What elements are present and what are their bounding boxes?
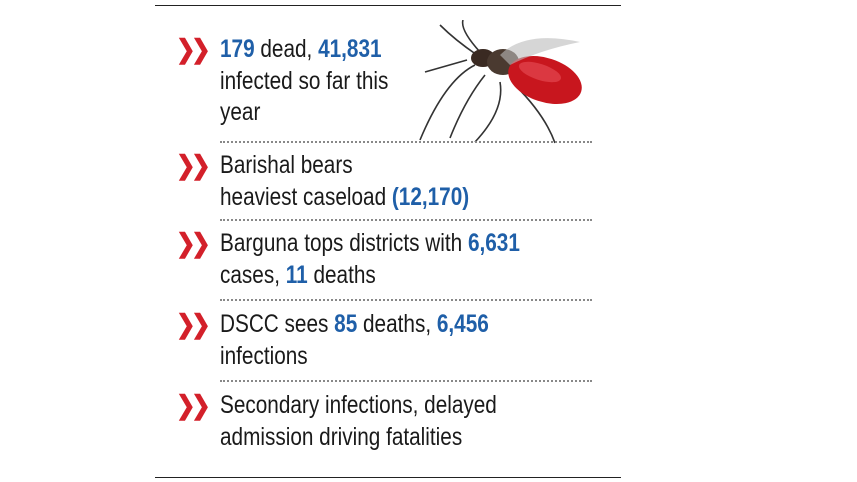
text-line: heaviest caseload (12,170): [220, 182, 469, 213]
text-line: admission driving fatalities: [220, 422, 462, 453]
text: DSCC sees: [220, 310, 335, 338]
highlight-figure: (12,170): [391, 182, 470, 211]
text-line: 179 dead, 41,831: [220, 34, 382, 65]
separator: [220, 219, 592, 221]
bullet-arrow: ❯❯: [176, 34, 211, 64]
bullet-arrow: ❯❯: [176, 309, 211, 339]
separator: [220, 141, 592, 143]
text-line: cases, 11 deaths: [220, 260, 376, 291]
text: admission driving fatalities: [220, 422, 463, 451]
text: infections: [220, 341, 308, 370]
highlight-figure: 41,831: [318, 35, 382, 63]
text: dead,: [254, 35, 319, 63]
highlight-figure: 85: [334, 310, 358, 338]
highlight-figure: 179: [220, 35, 255, 63]
text-line: infections: [220, 341, 308, 372]
text-line: Secondary infections, delayed: [220, 390, 497, 421]
text-line: DSCC sees 85 deaths, 6,456: [220, 309, 489, 340]
mosquito-illustration: [419, 20, 582, 144]
separator: [220, 299, 592, 301]
text-line: Barishal bears: [220, 150, 353, 181]
highlight-figure: 6,456: [436, 310, 489, 338]
text: Secondary infections, delayed: [220, 391, 497, 419]
text: Barishal bears: [220, 151, 353, 179]
highlight-figure: 11: [285, 260, 308, 289]
text: infected so far this: [220, 66, 389, 95]
separator: [220, 380, 592, 382]
bullet-arrow: ❯❯: [176, 228, 211, 258]
top-rule: [155, 5, 621, 6]
text-line: year: [220, 97, 260, 128]
text: Barguna tops districts with: [220, 229, 468, 257]
text: year: [220, 98, 261, 126]
text-line: Barguna tops districts with 6,631: [220, 228, 520, 259]
bullet-arrow: ❯❯: [176, 150, 211, 180]
bullet-arrow: ❯❯: [176, 390, 211, 420]
text: deaths: [307, 260, 376, 289]
highlight-figure: 6,631: [467, 229, 520, 257]
text: cases,: [220, 260, 286, 289]
bottom-rule: [155, 477, 621, 478]
text: deaths,: [357, 310, 437, 338]
text-line: infected so far this: [220, 66, 388, 97]
text: heaviest caseload: [220, 182, 392, 211]
